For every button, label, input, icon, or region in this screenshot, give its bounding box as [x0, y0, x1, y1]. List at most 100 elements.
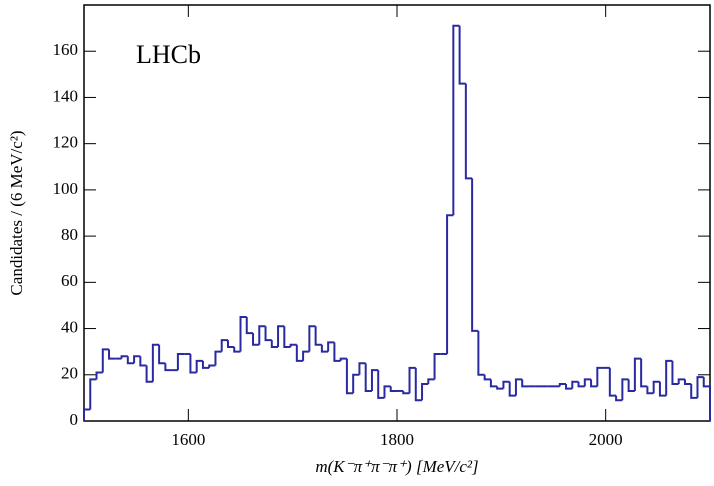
y-tick-label: 120	[53, 133, 79, 152]
y-tick-label: 40	[61, 317, 78, 336]
histogram-bin	[489, 379, 498, 388]
y-tick-label: 140	[53, 86, 79, 105]
histogram-bin	[333, 342, 341, 362]
histogram-bin	[652, 380, 660, 394]
histogram-bin	[408, 366, 416, 394]
histogram-bin	[502, 380, 510, 389]
histogram-bin	[220, 339, 228, 352]
x-axis-label: m(K⁻π⁺π⁻π⁺) [MeV/c²]	[315, 457, 478, 476]
histogram-bin	[471, 178, 479, 332]
histogram-bin	[120, 355, 128, 359]
histogram-bin	[189, 353, 197, 374]
histogram-bin	[89, 378, 97, 410]
histogram-bin	[621, 378, 629, 401]
y-tick-label: 160	[53, 40, 79, 59]
histogram-bin	[583, 378, 592, 387]
histogram-bin	[458, 25, 466, 85]
annotation: LHCb	[136, 40, 201, 69]
histogram-bin	[383, 385, 391, 398]
histogram-bin	[696, 376, 704, 398]
histogram-bin	[677, 378, 685, 385]
y-tick-label: 80	[61, 225, 78, 244]
histogram-bin	[558, 383, 567, 387]
y-tick-label: 0	[70, 410, 79, 429]
histogram-bin	[452, 24, 460, 216]
x-tick-label: 1600	[171, 430, 205, 449]
histogram-bin	[671, 360, 679, 386]
x-tick-label: 1800	[380, 430, 414, 449]
histogram-bin	[108, 349, 116, 360]
histogram-bin	[289, 343, 297, 348]
histogram-bin	[658, 381, 667, 397]
histogram-bin	[633, 357, 642, 391]
histogram-bin	[615, 395, 623, 402]
y-tick-label: 100	[53, 179, 79, 198]
histogram-bin	[252, 333, 260, 346]
histogram-bin	[496, 386, 504, 390]
histogram-bin	[245, 317, 254, 335]
histogram-bin	[358, 362, 366, 375]
histogram-bin	[377, 370, 385, 399]
histogram-bin	[339, 357, 347, 361]
histogram-bin	[101, 348, 110, 373]
histogram-bin	[352, 373, 360, 394]
histogram-bin	[646, 386, 654, 395]
histogram-bin	[158, 344, 166, 365]
histogram-bin	[421, 383, 429, 401]
histogram-bin	[214, 350, 222, 366]
histogram-bin	[364, 363, 372, 392]
histogram-bin	[139, 356, 147, 367]
histogram-bin	[308, 325, 316, 352]
histogram-bin	[327, 341, 335, 352]
histogram-bin	[608, 367, 617, 397]
histogram-bin	[226, 340, 235, 349]
histogram-bin	[164, 363, 172, 372]
histogram-bin	[665, 359, 673, 396]
histogram-bin	[195, 359, 203, 373]
histogram-bin	[83, 408, 91, 421]
histogram-bin	[446, 214, 454, 354]
histogram-bin	[133, 355, 141, 364]
histogram-bin	[201, 360, 210, 369]
histogram-bin	[627, 379, 635, 392]
histogram-bin	[433, 352, 441, 380]
histogram-bin	[295, 344, 304, 362]
histogram-bin	[176, 352, 185, 371]
histogram-bin	[427, 378, 435, 385]
histogram-bin	[320, 344, 329, 353]
histogram-bin	[521, 379, 529, 388]
histogram-bin	[464, 83, 473, 180]
histogram-bin	[314, 326, 322, 346]
histogram-bin	[233, 347, 241, 353]
histogram-bin	[389, 386, 397, 392]
histogram-bin	[239, 316, 247, 352]
histogram-bin	[283, 326, 291, 349]
histogram-bin	[126, 356, 135, 365]
histogram-bin	[302, 350, 310, 361]
y-axis-label: Candidates / (6 MeV/c²)	[7, 130, 26, 295]
histogram-bin	[702, 377, 711, 421]
histogram-bin	[477, 330, 485, 376]
histogram-bin	[345, 358, 354, 395]
histogram-bin	[145, 365, 153, 383]
y-tick-label: 60	[61, 271, 78, 290]
histogram-bin	[402, 390, 410, 395]
histogram-bin	[208, 364, 216, 368]
histogram-bin	[258, 325, 266, 345]
histogram-bin	[264, 326, 272, 342]
histogram-bin	[565, 384, 573, 390]
histogram-bin	[370, 369, 379, 391]
histogram-bin	[414, 367, 423, 402]
x-tick-label: 2000	[589, 430, 623, 449]
histogram-bin	[483, 374, 491, 381]
histogram-bin	[571, 380, 579, 389]
histogram-bin	[577, 381, 585, 388]
histogram-bin	[508, 381, 516, 397]
histogram-bin	[640, 358, 648, 388]
histogram-bin	[270, 340, 279, 349]
histogram-bin	[151, 343, 160, 382]
histogram-bin	[590, 379, 598, 388]
histogram-bin	[514, 378, 523, 396]
